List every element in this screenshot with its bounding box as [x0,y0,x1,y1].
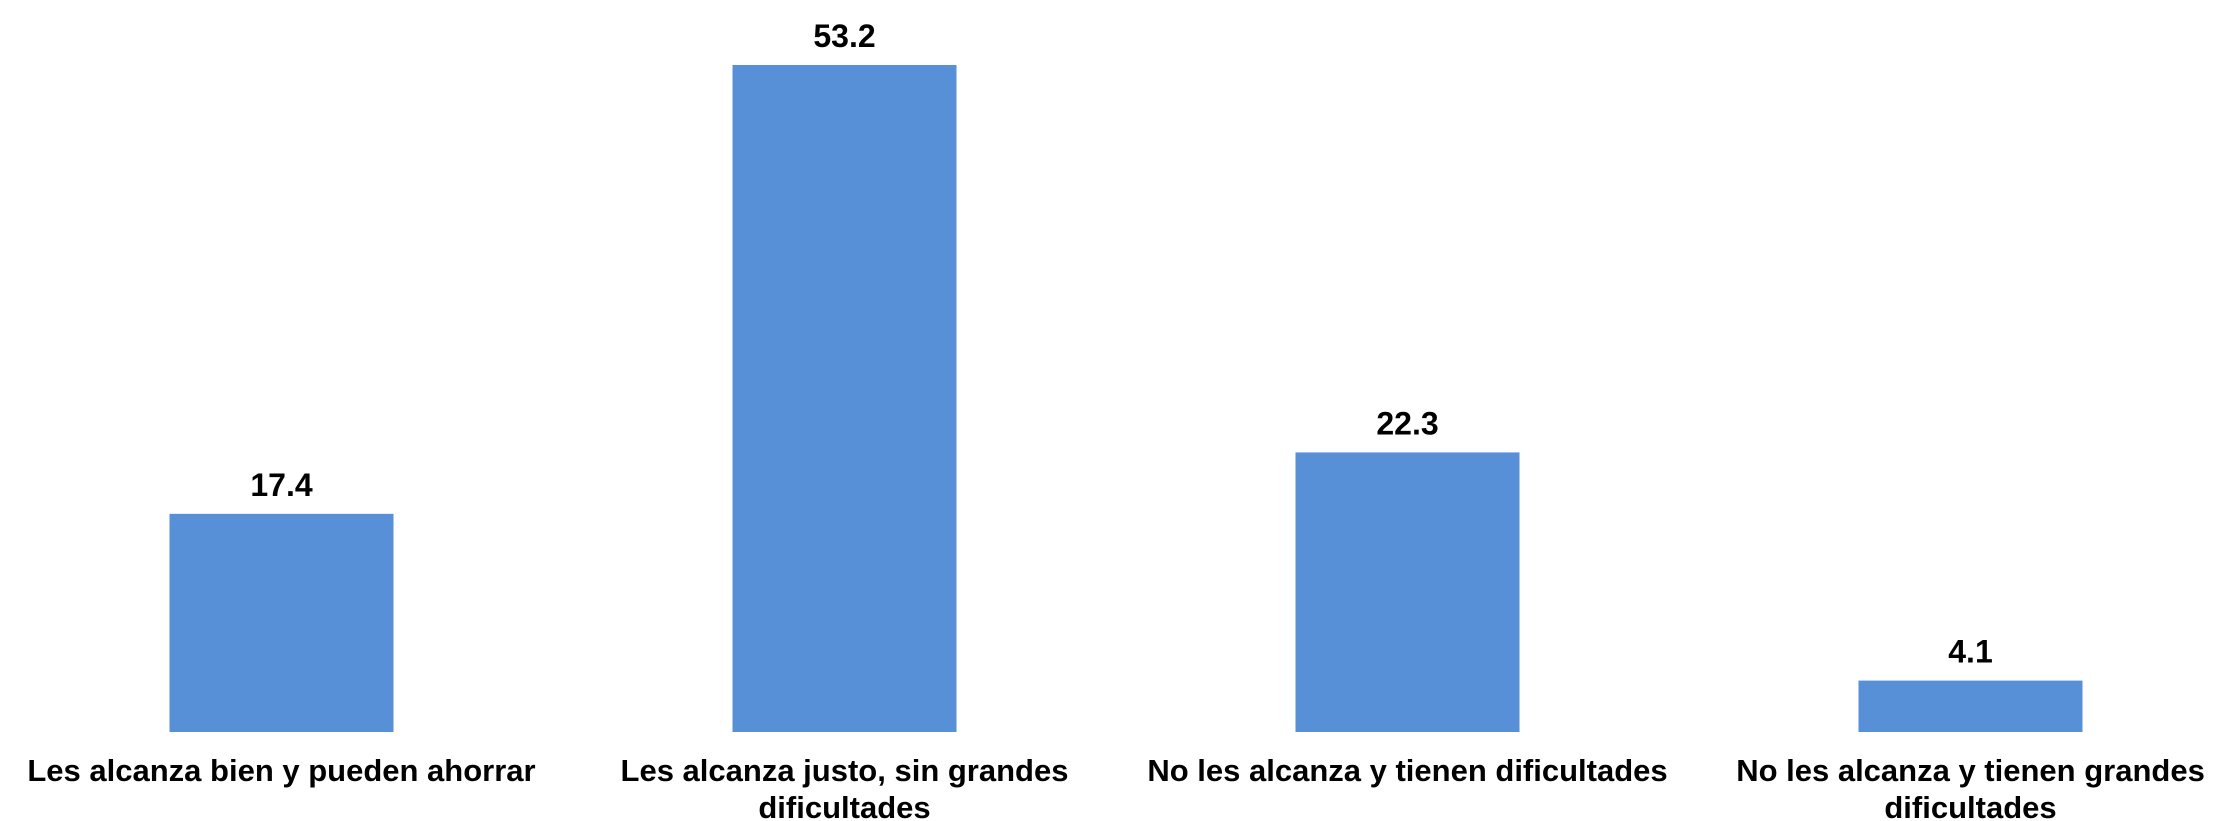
value-label-1: 17.4 [250,467,312,503]
value-label-3: 22.3 [1376,405,1438,441]
bar-4 [1858,680,2083,732]
category-label-line: Les alcanza justo, sin grandes [621,753,1069,788]
bars-group [169,65,2083,732]
value-label-2: 53.2 [813,18,875,54]
category-label-line: No les alcanza y tienen dificultades [1147,753,1667,788]
category-label-2: Les alcanza justo, sin grandes dificultad… [621,753,1069,821]
category-labels-group: Les alcanza bien y pueden ahorrar Les alc… [27,753,2204,821]
category-label-3: No les alcanza y tienen dificultades [1147,753,1667,788]
value-labels-group: 17.4 53.2 22.3 4.1 [250,18,1992,670]
bar-3 [1295,452,1520,732]
category-label-line: Les alcanza bien y pueden ahorrar [27,753,535,788]
category-label-line: No les alcanza y tienen grandes [1736,753,2205,788]
bar-1 [169,513,394,732]
bar-2 [732,65,957,732]
category-label-line: dificultades [758,790,930,821]
category-label-1: Les alcanza bien y pueden ahorrar [27,753,535,788]
category-label-4: No les alcanza y tienen grandes dificulta… [1736,753,2205,821]
value-label-4: 4.1 [1948,634,1992,670]
category-label-line: dificultades [1884,790,2056,821]
